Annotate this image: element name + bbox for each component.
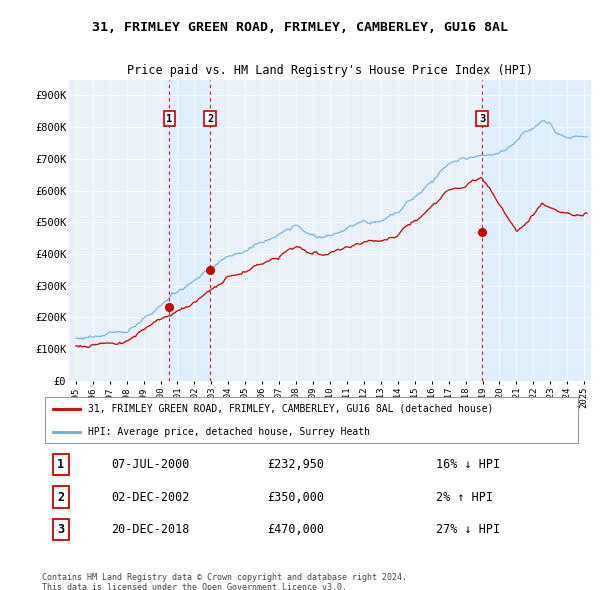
- Text: 3: 3: [58, 523, 64, 536]
- Text: £232,950: £232,950: [268, 458, 325, 471]
- Text: 07-JUL-2000: 07-JUL-2000: [111, 458, 189, 471]
- Text: 3: 3: [479, 114, 485, 124]
- Bar: [482, 80, 593, 381]
- Text: 2% ↑ HPI: 2% ↑ HPI: [436, 490, 493, 504]
- Text: 02-DEC-2002: 02-DEC-2002: [111, 490, 189, 504]
- Title: Price paid vs. HM Land Registry's House Price Index (HPI): Price paid vs. HM Land Registry's House …: [127, 64, 533, 77]
- Text: 20-DEC-2018: 20-DEC-2018: [111, 523, 189, 536]
- Text: £470,000: £470,000: [268, 523, 325, 536]
- Text: HPI: Average price, detached house, Surrey Heath: HPI: Average price, detached house, Surr…: [88, 427, 370, 437]
- Text: 27% ↓ HPI: 27% ↓ HPI: [436, 523, 500, 536]
- Text: 16% ↓ HPI: 16% ↓ HPI: [436, 458, 500, 471]
- Text: 1: 1: [58, 458, 64, 471]
- Text: 1: 1: [166, 114, 172, 124]
- Text: This data is licensed under the Open Government Licence v3.0.: This data is licensed under the Open Gov…: [42, 583, 347, 590]
- FancyBboxPatch shape: [45, 397, 578, 444]
- Text: 31, FRIMLEY GREEN ROAD, FRIMLEY, CAMBERLEY, GU16 8AL (detached house): 31, FRIMLEY GREEN ROAD, FRIMLEY, CAMBERL…: [88, 404, 493, 414]
- Text: £350,000: £350,000: [268, 490, 325, 504]
- Bar: [169, 80, 210, 381]
- Text: 2: 2: [207, 114, 213, 124]
- Text: Contains HM Land Registry data © Crown copyright and database right 2024.: Contains HM Land Registry data © Crown c…: [42, 573, 407, 582]
- Text: 2: 2: [58, 490, 64, 504]
- Text: 31, FRIMLEY GREEN ROAD, FRIMLEY, CAMBERLEY, GU16 8AL: 31, FRIMLEY GREEN ROAD, FRIMLEY, CAMBERL…: [92, 21, 508, 34]
